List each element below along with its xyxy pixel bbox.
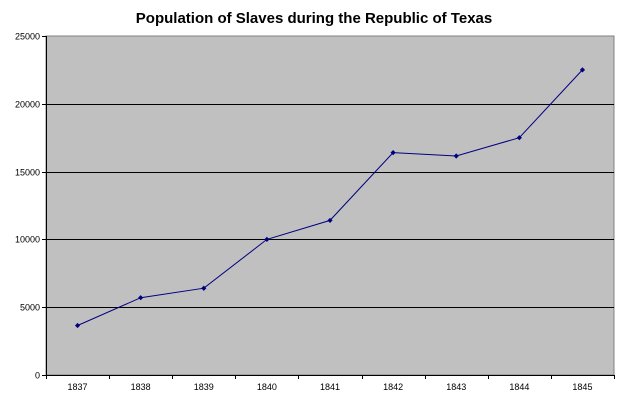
y-axis-ticks: 0 5000 10000 15000 20000 25000	[15, 32, 46, 381]
x-tick-label: 1844	[509, 382, 529, 392]
y-tick-label: 15000	[15, 168, 40, 178]
data-point	[138, 295, 144, 301]
axes	[46, 36, 614, 376]
data-point	[201, 285, 207, 291]
data-point	[453, 153, 459, 159]
series-layer	[74, 67, 586, 329]
data-point	[264, 236, 270, 242]
x-tick-label: 1840	[257, 382, 277, 392]
data-point	[327, 217, 333, 224]
data-point	[516, 135, 522, 141]
x-tick-label: 1838	[131, 382, 151, 392]
y-tick-label: 5000	[20, 303, 40, 313]
x-tick-label: 1842	[383, 382, 403, 392]
data-point	[74, 322, 81, 329]
x-axis-ticks: 1837 1838 1839 1840 1841 1842 1843 1844 1845	[46, 375, 615, 392]
y-tick-label: 10000	[15, 235, 40, 245]
plot-area	[45, 35, 615, 376]
x-tick-label: 1839	[194, 382, 214, 392]
x-tick-label: 1841	[320, 382, 340, 392]
y-tick-label: 20000	[15, 100, 40, 110]
gridlines	[46, 104, 614, 308]
chart-title: Population of Slaves during the Republic…	[135, 10, 493, 27]
data-point	[579, 67, 586, 73]
x-tick-label: 1837	[68, 382, 88, 392]
data-point	[390, 150, 396, 156]
y-tick-label: 25000	[15, 32, 40, 42]
x-tick-label: 1845	[572, 382, 592, 392]
x-tick-label: 1843	[446, 382, 466, 392]
y-tick-label: 0	[35, 371, 40, 381]
